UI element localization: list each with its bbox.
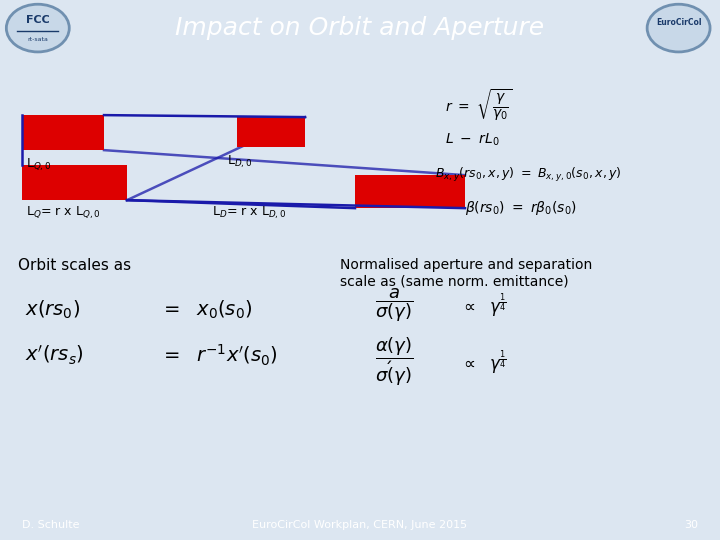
Bar [355, 175, 465, 208]
Circle shape [6, 4, 69, 52]
Text: D. Schulte: D. Schulte [22, 520, 79, 530]
Text: $x'(rs_s)$: $x'(rs_s)$ [25, 343, 84, 367]
Text: Impact on Orbit and Aperture: Impact on Orbit and Aperture [176, 16, 544, 39]
Text: $\dfrac{a}{\sigma(\gamma)}$: $\dfrac{a}{\sigma(\gamma)}$ [375, 286, 413, 324]
Text: FCC: FCC [26, 15, 50, 25]
Text: $\beta(rs_0) \ = \ r\beta_0(s_0)$: $\beta(rs_0) \ = \ r\beta_0(s_0)$ [465, 199, 577, 217]
Text: $r \ = \ \sqrt{\dfrac{\gamma}{\gamma_0}}$: $r \ = \ \sqrt{\dfrac{\gamma}{\gamma_0}}… [445, 87, 513, 123]
Text: $= \ \ r^{-1}x'(s_0)$: $= \ \ r^{-1}x'(s_0)$ [160, 342, 278, 368]
Text: $x(rs_0)$: $x(rs_0)$ [25, 299, 80, 321]
Text: 30: 30 [685, 520, 698, 530]
Text: $= \ \ x_0(s_0)$: $= \ \ x_0(s_0)$ [160, 299, 252, 321]
Text: EuroCirCol: EuroCirCol [656, 18, 701, 28]
Text: Orbit scales as: Orbit scales as [18, 258, 131, 273]
Text: EuroCirCol Workplan, CERN, June 2015: EuroCirCol Workplan, CERN, June 2015 [253, 520, 467, 530]
Circle shape [647, 4, 710, 52]
Text: $\propto \ \ \gamma^{\frac{1}{4}}$: $\propto \ \ \gamma^{\frac{1}{4}}$ [460, 291, 507, 319]
Text: L$_D$= r x L$_{D,0}$: L$_D$= r x L$_{D,0}$ [212, 204, 287, 220]
Bar [237, 117, 305, 147]
Text: $B_{x,y}(rs_0,x,y) \ = \ B_{x,y,0}(s_0,x,y)$: $B_{x,y}(rs_0,x,y) \ = \ B_{x,y,0}(s_0,x… [435, 166, 621, 184]
Text: rt-sata: rt-sata [27, 37, 48, 42]
Bar [22, 165, 127, 200]
Bar [22, 115, 104, 150]
Text: $\dfrac{\alpha(\gamma)}{\sigma\'(\gamma)}$: $\dfrac{\alpha(\gamma)}{\sigma\'(\gamma)… [375, 336, 413, 388]
Text: $L \ - \ rL_0$: $L \ - \ rL_0$ [445, 132, 500, 148]
Text: L$_Q$= r x L$_{Q,0}$: L$_Q$= r x L$_{Q,0}$ [26, 204, 101, 220]
Text: L$_{D,0}$: L$_{D,0}$ [227, 153, 252, 170]
Text: L$_{Q,0}$: L$_{Q,0}$ [26, 156, 51, 172]
Text: $\propto \ \ \gamma^{\frac{1}{4}}$: $\propto \ \ \gamma^{\frac{1}{4}}$ [460, 348, 507, 376]
Text: Normalised aperture and separation
scale as (same norm. emittance): Normalised aperture and separation scale… [340, 258, 593, 288]
